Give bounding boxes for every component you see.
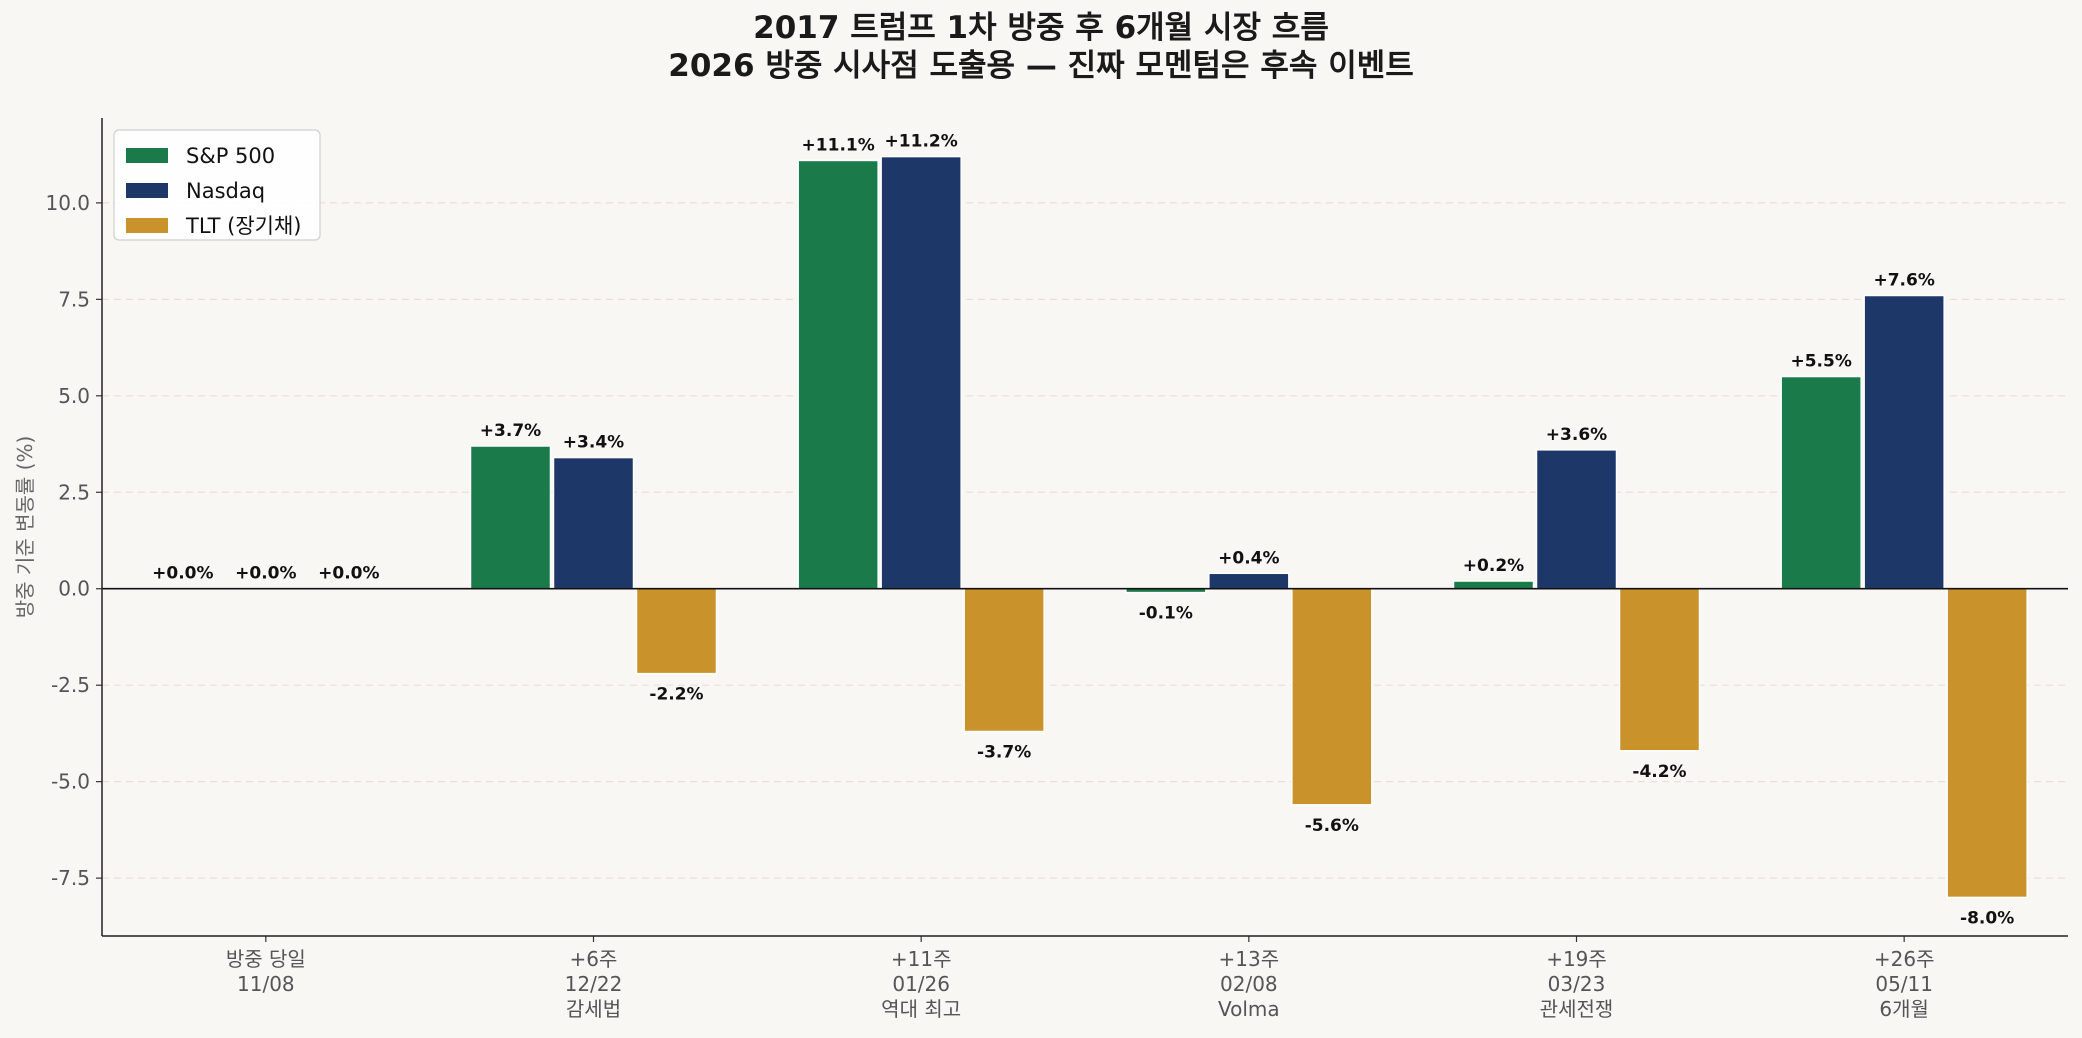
x-tick-label: +6주 [570,947,618,971]
data-label: +11.1% [802,135,875,155]
y-tick-label: -5.0 [51,770,90,794]
bar-s-p-500-2 [797,159,879,590]
x-tick-label: 01/26 [892,972,950,996]
bar-nasdaq-4 [1535,449,1618,590]
x-tick-label: +13주 [1219,947,1280,971]
data-label: +3.4% [563,433,624,453]
data-label: -8.0% [1960,908,2014,928]
data-label: +7.6% [1873,270,1934,290]
data-label: +0.0% [235,564,296,584]
y-axis-label: 방중 기준 변동률 (%) [13,436,37,618]
bar-tlt-1 [635,587,718,675]
y-tick-label: -2.5 [51,673,90,697]
x-tick-label: 감세법 [566,997,621,1021]
data-label: +0.2% [1463,556,1524,576]
bar-tlt-2 [963,587,1045,733]
data-label: +0.4% [1218,548,1279,568]
bar-s-p-500-5 [1780,375,1862,590]
data-label: +11.2% [885,132,958,152]
data-label: -3.7% [977,743,1031,763]
x-tick-label: 03/23 [1548,972,1606,996]
x-tick-label: 05/11 [1875,972,1933,996]
bar-nasdaq-1 [552,456,635,590]
legend-swatch [126,183,168,198]
x-tick-label: +11주 [891,947,952,971]
bar-tlt-4 [1618,587,1701,752]
x-tick-label: 역대 최고 [881,997,961,1021]
legend-swatch [126,148,168,163]
y-tick-label: -7.5 [51,866,90,890]
legend-swatch [126,218,168,233]
data-label: -5.6% [1305,816,1359,836]
bar-nasdaq-3 [1208,572,1290,590]
y-tick-label: 2.5 [58,480,90,504]
data-label: +5.5% [1790,352,1851,372]
x-tick-label: 관세전쟁 [1540,997,1614,1021]
x-tick-label: Volma [1218,997,1280,1021]
data-label: +3.6% [1546,425,1607,445]
bar-nasdaq-2 [880,155,962,590]
data-label: +0.0% [318,564,379,584]
chart-title-line: 2026 방중 시사점 도출용 — 진짜 모멘텀은 후속 이벤트 [668,48,1414,84]
x-tick-label: 6개월 [1879,997,1929,1021]
legend-label: Nasdaq [186,179,265,203]
data-label: +0.0% [152,564,213,584]
y-tick-label: 7.5 [58,287,90,311]
legend-label: S&P 500 [186,144,275,168]
y-tick-label: 0.0 [58,577,90,601]
bar-s-p-500-1 [469,445,552,590]
chart-title-line: 2017 트럼프 1차 방중 후 6개월 시장 흐름 [753,10,1329,46]
x-tick-label: 11/08 [237,972,295,996]
y-tick-label: 10.0 [45,191,90,215]
data-label: -2.2% [649,685,703,705]
x-tick-label: 12/22 [565,972,623,996]
y-tick-label: 5.0 [58,384,90,408]
legend-label: TLT (장기채) [185,214,301,238]
bar-tlt-5 [1946,587,2028,899]
data-label: +3.7% [480,421,541,441]
bar-tlt-3 [1291,587,1373,806]
data-label: -0.1% [1139,604,1193,624]
x-tick-label: 02/08 [1220,972,1278,996]
x-tick-label: +19주 [1546,947,1607,971]
data-label: -4.2% [1632,762,1686,782]
x-tick-label: 방중 당일 [226,947,306,971]
bar-nasdaq-5 [1863,294,1945,590]
bar-s-p-500-4 [1452,580,1535,590]
x-tick-label: +26주 [1874,947,1935,971]
